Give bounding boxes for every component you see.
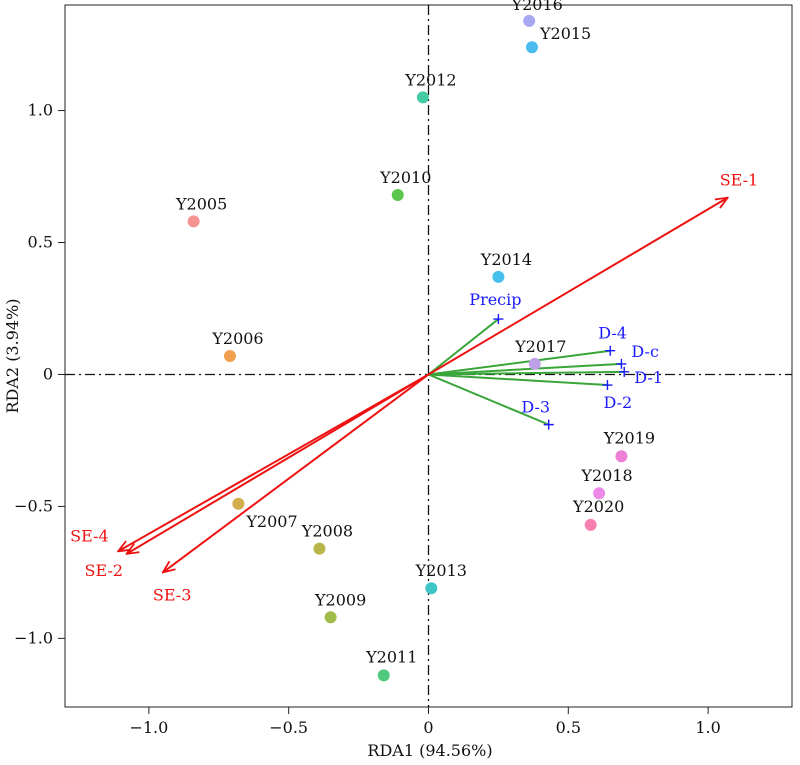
y-tick-label: −0.5 <box>14 496 53 515</box>
site-label: Y2020 <box>572 497 624 516</box>
site-label: Y2006 <box>211 329 263 348</box>
environment-vectors: Precip D-4D-c D-1D-2 D-3 <box>427 290 663 430</box>
environment-vector-label: D-4 <box>598 324 627 343</box>
site-label: Y2012 <box>404 70 456 89</box>
environment-vector-label: Precip <box>469 290 521 309</box>
site-label: Y2011 <box>365 647 417 666</box>
x-tick-label: 0.5 <box>556 718 581 737</box>
site-point <box>525 41 538 54</box>
site-point <box>324 611 337 624</box>
y-axis-ticks: −1.0 −0.5 0 0.5 1.0 <box>14 101 65 647</box>
site-label: Y2008 <box>301 522 353 541</box>
environment-vector <box>428 370 625 376</box>
y-tick-label: 0 <box>43 364 53 383</box>
environment-vector <box>428 373 608 387</box>
environment-vector <box>428 362 622 376</box>
environment-vector-tip <box>605 345 616 356</box>
environment-vector <box>428 349 611 376</box>
y-axis-title: RDA2 (3.94%) <box>3 298 22 413</box>
x-tick-label: 0 <box>423 718 433 737</box>
site-point <box>584 518 597 531</box>
site-point <box>187 215 200 228</box>
y-tick-label: 1.0 <box>28 101 53 120</box>
site-point <box>425 582 438 595</box>
site-point <box>492 270 505 283</box>
site-point <box>528 357 541 370</box>
response-vectors: SE-1 SE-4 SE-2 SE-3 <box>70 171 758 605</box>
site-point <box>377 669 390 682</box>
site-label: Y2014 <box>480 250 532 269</box>
response-vector-label: SE-2 <box>85 561 124 580</box>
x-axis-title: RDA1 (94.56%) <box>367 741 492 760</box>
response-vector-label: SE-3 <box>153 585 192 604</box>
site-label: Y2017 <box>514 337 566 356</box>
site-label: Y2018 <box>580 466 632 485</box>
response-vector <box>118 373 429 551</box>
site-point <box>391 189 404 202</box>
response-vector <box>163 373 430 572</box>
site-point <box>593 487 606 500</box>
site-point <box>615 450 628 463</box>
environment-vector-label: D-c <box>631 342 659 361</box>
site-label: Y2009 <box>314 590 366 609</box>
environment-vector <box>428 373 550 426</box>
environment-vector-tip <box>616 358 627 369</box>
site-point <box>523 14 536 27</box>
site-label: Y2005 <box>175 194 227 213</box>
environment-vector-label: D-2 <box>603 393 632 412</box>
environment-vector-tip <box>493 314 504 325</box>
response-vector <box>427 198 728 376</box>
x-tick-label: −1.0 <box>129 718 168 737</box>
response-vector-label: SE-1 <box>720 171 759 190</box>
site-point <box>416 91 429 104</box>
site-label: Y2016 <box>511 0 563 14</box>
x-tick-label: 1.0 <box>695 718 720 737</box>
y-tick-label: −1.0 <box>14 628 53 647</box>
site-label: Y2015 <box>539 24 591 43</box>
environment-vector-label: D-1 <box>634 368 663 387</box>
environment-vector-label: D-3 <box>521 398 550 417</box>
environment-vector-tip <box>602 380 613 391</box>
site-point <box>223 350 236 362</box>
site-point <box>313 542 326 555</box>
x-axis-ticks: −1.0 −0.5 0 0.5 1.0 <box>129 707 721 737</box>
y-tick-label: 0.5 <box>28 233 53 252</box>
response-vector <box>127 373 430 553</box>
site-label: Y2007 <box>245 512 297 531</box>
response-vector-label: SE-4 <box>70 526 109 545</box>
environment-vector-tip <box>619 366 630 377</box>
site-point <box>232 497 245 510</box>
environment-vector <box>427 318 500 376</box>
site-label: Y2013 <box>415 561 467 580</box>
site-label: Y2019 <box>603 428 655 447</box>
site-label: Y2010 <box>379 168 431 187</box>
x-tick-label: −0.5 <box>269 718 308 737</box>
environment-vector-tip <box>543 419 554 430</box>
